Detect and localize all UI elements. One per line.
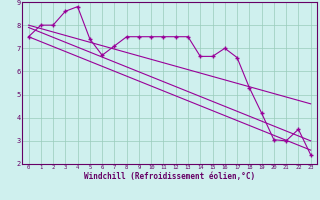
X-axis label: Windchill (Refroidissement éolien,°C): Windchill (Refroidissement éolien,°C) xyxy=(84,172,255,181)
